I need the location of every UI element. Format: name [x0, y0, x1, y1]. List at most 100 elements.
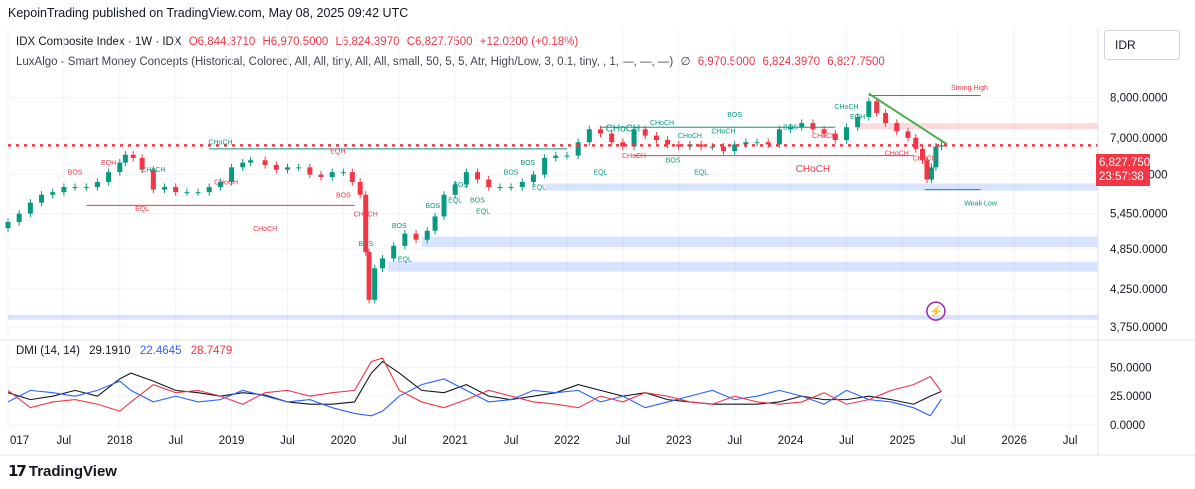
dmi-line-di	[7, 378, 942, 417]
candle-body	[905, 131, 911, 138]
candle-body	[553, 155, 559, 158]
candle-body	[709, 146, 715, 148]
candle-body	[843, 127, 849, 141]
smc-label: CHoCH	[214, 180, 238, 187]
candle-body	[357, 181, 363, 195]
candle-body	[810, 123, 816, 130]
smc-label: EQL	[694, 170, 708, 177]
smc-label: CHoCH	[834, 104, 858, 111]
ohlc-open: O6,844.3710	[188, 36, 256, 48]
ohlc-high: H6,970.5000	[262, 36, 329, 48]
indicator-value-2: 6,824.3970	[762, 56, 821, 68]
dmi-tick-label: 50.0000	[1110, 362, 1152, 374]
x-tick-label: 2021	[442, 435, 468, 447]
candle-body	[413, 233, 419, 240]
x-tick-label: Jul	[951, 435, 966, 447]
candle-body	[248, 160, 254, 163]
annotations-layer: BOS EQH CHoCH EQL Strong High Weak Low EQH BOS C…	[8, 85, 1098, 321]
candle-body	[391, 245, 397, 259]
smc-label: BOS	[783, 124, 798, 131]
ohlc-low: L6,824.3970	[335, 36, 400, 48]
smc-label: CHoCH	[141, 167, 165, 174]
candle-body	[642, 129, 648, 136]
candle-body	[732, 144, 738, 152]
smc-label: EQL	[476, 209, 490, 216]
tradingview-brand-name: TradingView	[28, 462, 117, 480]
smc-label: EQH	[850, 114, 865, 121]
candle-body	[866, 101, 872, 117]
candle-body	[475, 172, 481, 180]
x-tick-label: 2023	[666, 435, 692, 447]
smc-label: BOS	[392, 223, 407, 230]
lightning-icon-glyph: ⚡	[929, 305, 943, 318]
currency-selector[interactable]: IDR	[1104, 30, 1180, 60]
candle-body	[307, 167, 313, 175]
tradingview-logo[interactable]: 𝟭𝟳 TradingView	[8, 462, 117, 480]
y-tick-label: 8,000.0000	[1110, 92, 1168, 104]
candle-body	[598, 129, 604, 134]
candle-body	[284, 167, 290, 170]
candle-body	[72, 187, 78, 189]
candle-body	[486, 179, 492, 188]
y-tick-label: 3,750.0000	[1110, 322, 1168, 334]
candle-body	[855, 116, 861, 128]
candle-body	[229, 167, 235, 182]
dmi-legend[interactable]: DMI (14, 14) 29.1910 22.4645 28.7479	[16, 345, 238, 357]
candle-body	[50, 192, 56, 195]
candle-body	[150, 169, 156, 190]
candle-body	[329, 172, 335, 178]
smc-label: CHoCH	[354, 211, 378, 218]
candle-body	[61, 187, 67, 193]
candle-body	[564, 155, 570, 157]
candle-body	[424, 230, 430, 240]
smc-label: BOS	[666, 158, 681, 165]
candle-body	[296, 167, 302, 169]
x-tick-label: 2022	[554, 435, 580, 447]
price-change: +12.0200 (+0.18%)	[479, 36, 579, 48]
x-tick-label: 2024	[778, 435, 804, 447]
candle-body	[924, 160, 930, 180]
x-tick-label: 2018	[107, 435, 133, 447]
candle-body	[788, 127, 794, 130]
indicator-legend[interactable]: LuxAlgo - Smart Money Concepts (Historic…	[16, 54, 889, 68]
candle-body	[586, 129, 592, 143]
candle-body	[27, 202, 33, 214]
smc-zone	[421, 236, 1099, 248]
x-tick-label: Jul	[280, 435, 295, 447]
smc-zone	[388, 261, 1099, 272]
smc-label: CHoCH	[678, 133, 702, 140]
publisher-line: KepoinTrading published on TradingView.c…	[8, 6, 409, 20]
x-tick-label: Jul	[57, 435, 72, 447]
smc-label: CHoCH	[650, 120, 674, 127]
symbol-legend[interactable]: IDX Composite Index · 1W · IDX O6,844.37…	[16, 36, 582, 48]
indicator-name: LuxAlgo - Smart Money Concepts (Historic…	[16, 56, 674, 68]
candle-body	[938, 145, 944, 147]
candle-body	[206, 187, 212, 193]
candle-body	[519, 181, 525, 188]
candle-body	[173, 187, 179, 193]
x-tick-label: Jul	[168, 435, 183, 447]
x-tick-label: 017	[10, 435, 29, 447]
smc-label: BOS	[470, 198, 485, 205]
candle-body	[609, 133, 615, 143]
smc-label: CHoCH	[796, 164, 830, 175]
x-tick-label: Jul	[1063, 435, 1078, 447]
candle-body	[765, 142, 771, 145]
candle-body	[340, 172, 346, 174]
candle-body	[217, 181, 223, 188]
candle-body	[106, 172, 112, 182]
y-tick-label: 4,850.0000	[1110, 244, 1168, 256]
x-tick-label: Jul	[504, 435, 519, 447]
candle-body	[883, 112, 889, 124]
candles-layer	[5, 97, 944, 304]
smc-label: CHoCH	[253, 226, 277, 233]
candle-body	[452, 184, 458, 195]
dmi-minus-di-value: 28.7479	[190, 345, 233, 357]
x-tick-label: Jul	[727, 435, 742, 447]
candle-body	[122, 154, 128, 163]
candle-body	[928, 167, 934, 180]
candle-body	[676, 144, 682, 147]
smc-label: EQL	[398, 257, 412, 264]
x-tick-label: 2020	[331, 435, 357, 447]
